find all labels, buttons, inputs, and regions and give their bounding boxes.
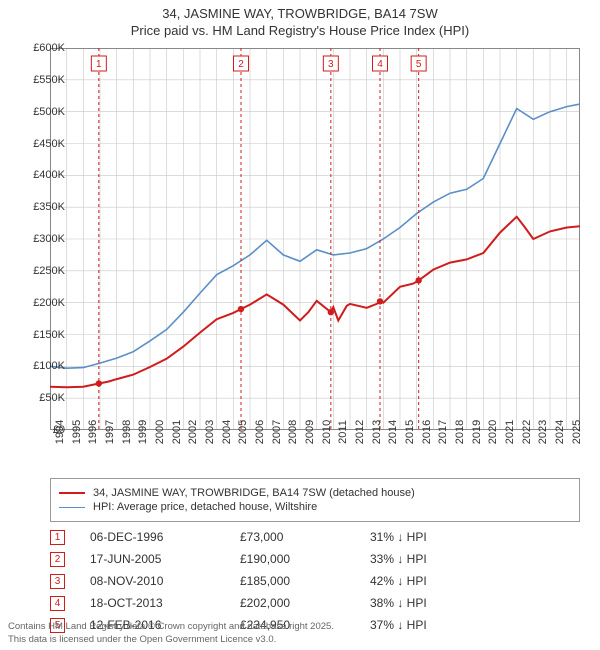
marker-box: 3 — [50, 574, 65, 589]
chart-container: 34, JASMINE WAY, TROWBRIDGE, BA14 7SW Pr… — [0, 0, 600, 650]
delta-cell: 38% ↓ HPI — [370, 596, 500, 610]
x-tick-label: 2001 — [171, 420, 183, 444]
chart-svg: 1 2 3 4 5 — [50, 48, 580, 430]
title-subtitle: Price paid vs. HM Land Registry's House … — [0, 23, 600, 38]
delta-cell: 42% ↓ HPI — [370, 574, 500, 588]
x-tick-label: 2022 — [521, 420, 533, 444]
table-row: 4 18-OCT-2013£202,00038% ↓ HPI — [50, 592, 580, 614]
price-cell: £190,000 — [240, 552, 370, 566]
x-tick-label: 2002 — [187, 420, 199, 444]
marker-box: 2 — [50, 552, 65, 567]
x-tick-label: 2006 — [254, 420, 266, 444]
x-tick-label: 1996 — [87, 420, 99, 444]
date-cell: 08-NOV-2010 — [90, 574, 240, 588]
x-tick-label: 2003 — [204, 420, 216, 444]
x-tick-label: 2000 — [154, 420, 166, 444]
x-tick-label: 2008 — [287, 420, 299, 444]
x-tick-label: 2018 — [454, 420, 466, 444]
legend-swatch — [59, 492, 85, 494]
svg-text:5: 5 — [416, 59, 422, 70]
marker-cell: 2 — [50, 551, 90, 567]
x-tick-label: 2010 — [321, 420, 333, 444]
table-row: 1 06-DEC-1996£73,00031% ↓ HPI — [50, 526, 580, 548]
svg-text:2: 2 — [238, 59, 244, 70]
x-tick-label: 1994 — [54, 420, 66, 444]
y-tick-label: £300K — [33, 233, 65, 245]
legend-item: 34, JASMINE WAY, TROWBRIDGE, BA14 7SW (d… — [59, 487, 571, 499]
x-tick-label: 1995 — [71, 420, 83, 444]
x-tick-label: 2015 — [404, 420, 416, 444]
marker-box: 1 — [50, 530, 65, 545]
y-tick-label: £200K — [33, 297, 65, 309]
date-cell: 06-DEC-1996 — [90, 530, 240, 544]
svg-text:4: 4 — [377, 59, 383, 70]
legend-label: 34, JASMINE WAY, TROWBRIDGE, BA14 7SW (d… — [93, 487, 415, 499]
y-tick-label: £450K — [33, 138, 65, 150]
x-tick-label: 2025 — [571, 420, 583, 444]
footer-text: Contains HM Land Registry data © Crown c… — [8, 621, 334, 646]
legend-label: HPI: Average price, detached house, Wilt… — [93, 501, 317, 513]
x-tick-label: 2019 — [471, 420, 483, 444]
delta-cell: 33% ↓ HPI — [370, 552, 500, 566]
x-tick-label: 1998 — [121, 420, 133, 444]
delta-cell: 31% ↓ HPI — [370, 530, 500, 544]
delta-cell: 37% ↓ HPI — [370, 618, 500, 632]
x-tick-label: 2014 — [387, 420, 399, 444]
x-tick-label: 1999 — [137, 420, 149, 444]
y-tick-label: £150K — [33, 329, 65, 341]
sales-table: 1 06-DEC-1996£73,00031% ↓ HPI 2 17-JUN-2005… — [50, 526, 580, 636]
title-address: 34, JASMINE WAY, TROWBRIDGE, BA14 7SW — [0, 6, 600, 21]
x-tick-label: 2009 — [304, 420, 316, 444]
x-tick-label: 2007 — [271, 420, 283, 444]
footer-line1: Contains HM Land Registry data © Crown c… — [8, 621, 334, 633]
y-tick-label: £100K — [33, 360, 65, 372]
title-block: 34, JASMINE WAY, TROWBRIDGE, BA14 7SW Pr… — [0, 0, 600, 38]
table-row: 3 08-NOV-2010£185,00042% ↓ HPI — [50, 570, 580, 592]
y-tick-label: £350K — [33, 201, 65, 213]
price-cell: £73,000 — [240, 530, 370, 544]
svg-text:1: 1 — [96, 59, 102, 70]
date-cell: 17-JUN-2005 — [90, 552, 240, 566]
table-row: 2 17-JUN-2005£190,00033% ↓ HPI — [50, 548, 580, 570]
footer-line2: This data is licensed under the Open Gov… — [8, 634, 334, 646]
x-tick-label: 2011 — [337, 420, 349, 444]
x-tick-label: 2024 — [554, 420, 566, 444]
chart-area: 1 2 3 4 5 — [50, 48, 580, 430]
price-cell: £185,000 — [240, 574, 370, 588]
svg-text:3: 3 — [328, 59, 334, 70]
y-tick-label: £600K — [33, 42, 65, 54]
price-cell: £202,000 — [240, 596, 370, 610]
date-cell: 18-OCT-2013 — [90, 596, 240, 610]
marker-box: 4 — [50, 596, 65, 611]
x-tick-label: 2013 — [371, 420, 383, 444]
x-tick-label: 2004 — [221, 420, 233, 444]
marker-cell: 4 — [50, 595, 90, 611]
y-tick-label: £500K — [33, 106, 65, 118]
x-tick-label: 2023 — [537, 420, 549, 444]
y-tick-label: £50K — [39, 392, 65, 404]
y-tick-label: £550K — [33, 74, 65, 86]
x-tick-label: 2016 — [421, 420, 433, 444]
legend-box: 34, JASMINE WAY, TROWBRIDGE, BA14 7SW (d… — [50, 478, 580, 522]
y-tick-label: £250K — [33, 265, 65, 277]
x-tick-label: 1997 — [104, 420, 116, 444]
x-tick-label: 2020 — [487, 420, 499, 444]
y-tick-label: £400K — [33, 169, 65, 181]
marker-cell: 3 — [50, 573, 90, 589]
x-tick-label: 2021 — [504, 420, 516, 444]
legend-swatch — [59, 507, 85, 508]
legend-item: HPI: Average price, detached house, Wilt… — [59, 501, 571, 513]
x-tick-label: 2005 — [237, 420, 249, 444]
x-tick-label: 2017 — [437, 420, 449, 444]
marker-cell: 1 — [50, 529, 90, 545]
x-tick-label: 2012 — [354, 420, 366, 444]
